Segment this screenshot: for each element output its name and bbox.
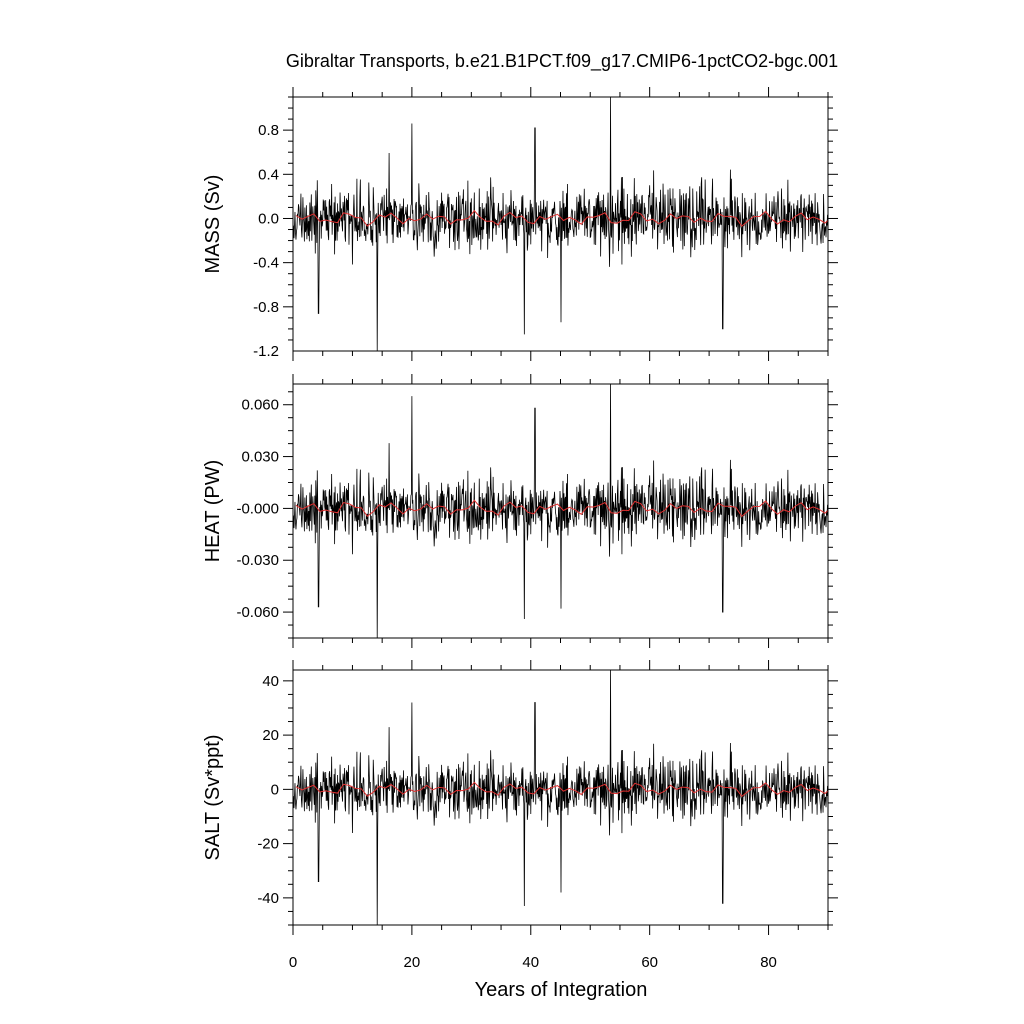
- y-tick-label-mass: 0.0: [258, 210, 279, 227]
- annual-mean-line-salt: [295, 781, 828, 797]
- y-tick-label-salt: 20: [262, 727, 279, 744]
- x-tick-label: 40: [522, 954, 539, 971]
- annual-mean-line-heat: [295, 499, 828, 518]
- y-tick-label-heat: -0.030: [236, 552, 279, 569]
- panel-heat: 0.060 0.030 -0.000 -0.030 -0.060 HEAT (PW): [202, 374, 838, 648]
- y-tick-label-salt: 0: [271, 781, 279, 798]
- y-tick-label-mass: -0.4: [253, 255, 279, 272]
- y-tick-label-heat: 0.060: [241, 397, 279, 414]
- x-tick-label: 80: [760, 954, 777, 971]
- y-axis-label-salt: SALT (Sv*ppt): [202, 735, 224, 861]
- x-axis-label: Years of Integration: [475, 979, 648, 1001]
- panel-salt: 40 20 0 -20 -40 SALT (Sv*ppt): [202, 660, 838, 935]
- panels-group: 0.8 0.4 0.0 -0.4 -0.8 -1.2 MASS (Sv) 0.060 0.030…: [202, 87, 838, 971]
- chart-title: Gibraltar Transports, b.e21.B1PCT.f09_g1…: [286, 51, 838, 72]
- y-tick-label-salt: -40: [257, 890, 279, 907]
- annual-mean-line-mass: [295, 209, 828, 227]
- y-axis-label-mass: MASS (Sv): [202, 175, 224, 274]
- y-axis-label-heat: HEAT (PW): [202, 460, 224, 563]
- y-tick-label-mass: 0.8: [258, 122, 279, 139]
- x-tick-label: 20: [404, 954, 421, 971]
- y-tick-label-heat: -0.060: [236, 604, 279, 621]
- x-tick-label: 60: [641, 954, 658, 971]
- y-tick-label-mass: 0.4: [258, 166, 279, 183]
- panel-mass: 0.8 0.4 0.0 -0.4 -0.8 -1.2 MASS (Sv): [202, 87, 838, 361]
- y-tick-label-mass: -0.8: [253, 299, 279, 316]
- y-tick-label-mass: -1.2: [253, 343, 279, 360]
- x-tick-label: 0: [289, 954, 297, 971]
- y-tick-label-heat: 0.030: [241, 449, 279, 466]
- y-tick-label-salt: -20: [257, 836, 279, 853]
- y-tick-label-heat: -0.000: [236, 500, 279, 517]
- monthly-series-line-salt: [293, 670, 828, 925]
- y-tick-label-salt: 40: [262, 673, 279, 690]
- monthly-series-line-mass: [293, 97, 828, 351]
- monthly-series-line-heat: [293, 384, 828, 638]
